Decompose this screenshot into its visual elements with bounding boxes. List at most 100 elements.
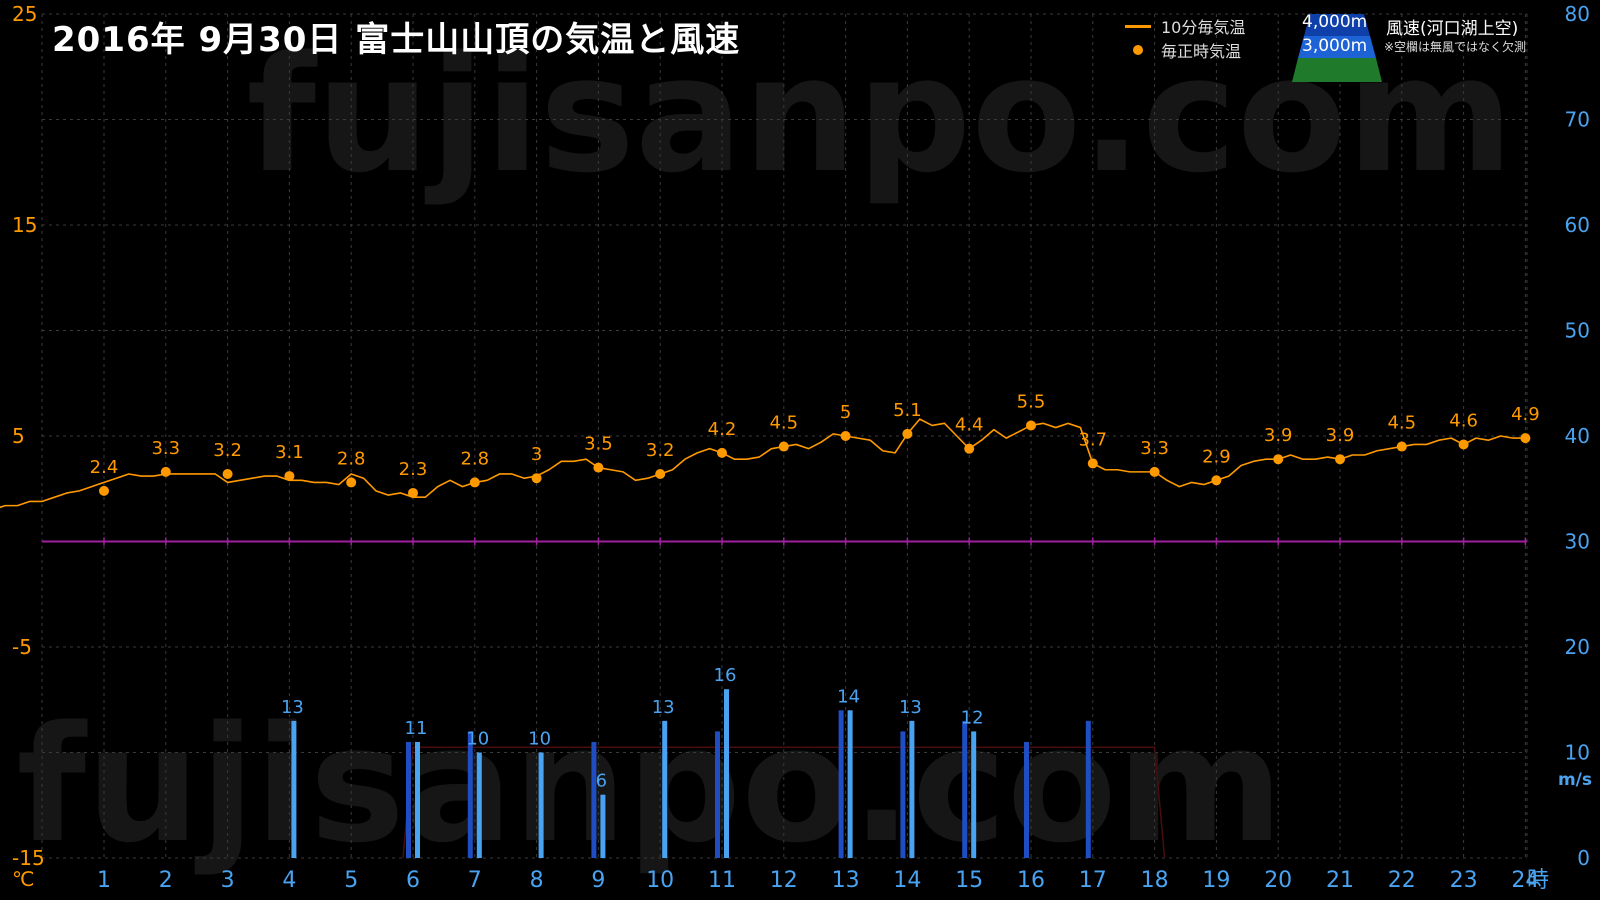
temperature-value-label: 5.5	[1017, 391, 1046, 412]
temperature-hourly-point	[1211, 475, 1222, 486]
wind-bar-3000m	[847, 710, 853, 858]
right-axis-tick-label: 20	[1565, 635, 1590, 659]
x-axis-tick-label: 21	[1326, 868, 1354, 893]
legend-dot-entry: 毎正時気温	[1125, 38, 1245, 62]
x-axis-tick-label: 1	[97, 868, 111, 893]
temperature-hourly-point	[593, 462, 604, 473]
wind-bar-4000m	[1024, 741, 1029, 858]
wind-value-label: 16	[714, 665, 737, 686]
x-axis-tick-label: 20	[1264, 868, 1292, 893]
x-axis-tick-label: 2	[159, 868, 173, 893]
temperature-value-label: 3.3	[151, 438, 180, 459]
temperature-value-label: 3.5	[584, 434, 613, 455]
right-axis-tick-label: 30	[1565, 530, 1590, 554]
temperature-hourly-point	[284, 471, 295, 482]
x-axis-tick-label: 7	[468, 868, 482, 893]
left-axis-tick-label: 15	[12, 213, 37, 237]
wind-bar-4000m	[838, 710, 844, 858]
wind-bar-4000m	[406, 741, 411, 858]
wind-bar-4000m	[715, 731, 720, 858]
x-axis-tick-label: 22	[1388, 868, 1416, 893]
temperature-value-label: 3.1	[275, 442, 304, 463]
wind-bar-3000m	[971, 731, 977, 858]
wind-bar-3000m	[415, 741, 420, 858]
temperature-value-label: 2.3	[399, 459, 428, 480]
legend-line-entry: 10分毎気温	[1125, 14, 1245, 38]
x-axis-tick-label: 18	[1141, 868, 1169, 893]
x-axis-tick-label: 8	[530, 868, 544, 893]
right-axis-tick-label: 50	[1565, 319, 1590, 343]
temperature-hourly-point	[160, 466, 171, 477]
temperature-value-label: 2.9	[1202, 446, 1231, 467]
legend-line-label: 10分毎気温	[1161, 18, 1246, 37]
temperature-10min-line	[0, 418, 1526, 509]
temperature-value-label: 4.2	[708, 419, 737, 440]
temperature-hourly-point	[1273, 454, 1284, 465]
wind-bar-4000m	[900, 731, 906, 858]
temperature-hourly-point	[902, 428, 913, 439]
temperature-hourly-point	[1026, 420, 1036, 431]
right-axis-tick-label: 10	[1565, 741, 1590, 765]
x-axis-unit: 時	[1527, 868, 1549, 893]
wind-bar-3000m	[600, 794, 606, 858]
x-axis-tick-label: 17	[1079, 868, 1107, 893]
chart-title: 2016年 9月30日 富士山山頂の気温と風速	[52, 20, 741, 60]
x-axis-tick-label: 19	[1202, 868, 1230, 893]
x-axis-tick-label: 14	[893, 868, 921, 893]
temperature-hourly-point	[1335, 454, 1345, 465]
altitude-3000-label: 3,000m	[1302, 36, 1368, 56]
wind-value-label: 11	[405, 718, 428, 739]
x-axis-tick-label: 13	[832, 868, 860, 893]
wind-bar-4000m	[591, 741, 597, 858]
right-axis-tick-label: 0	[1577, 846, 1590, 870]
temperature-hourly-point	[1520, 433, 1531, 444]
temperature-hourly-point	[964, 443, 975, 454]
wind-value-label: 14	[837, 686, 860, 707]
temperature-value-label: 3.2	[213, 440, 242, 461]
x-axis-tick-label: 3	[221, 868, 235, 893]
watermark-bottom: fujisanpo.com	[16, 691, 1283, 878]
temperature-hourly-point	[840, 431, 851, 441]
x-axis-tick-label: 10	[646, 868, 674, 893]
wind-value-label: 13	[281, 697, 304, 718]
x-axis-tick-label: 24	[1511, 868, 1539, 893]
x-axis-tick-label: 4	[282, 868, 296, 893]
temperature-value-label: 2.8	[460, 448, 489, 469]
wind-bar-4000m	[962, 720, 968, 858]
temperature-value-label: 3.2	[646, 440, 675, 461]
x-axis-tick-label: 16	[1017, 868, 1045, 893]
x-axis-tick-label: 23	[1450, 868, 1478, 893]
temperature-value-label: 4.4	[955, 415, 984, 436]
legend-dot-label: 毎正時気温	[1161, 42, 1242, 61]
temperature-value-label: 5.1	[893, 400, 922, 421]
temperature-value-label: 3.9	[1264, 425, 1293, 446]
temperature-value-label: 3.3	[1140, 438, 1169, 459]
x-axis-tick-label: 5	[344, 868, 358, 893]
wind-value-label: 6	[596, 771, 607, 792]
temperature-hourly-point	[1458, 439, 1469, 450]
right-axis-tick-label: 70	[1565, 108, 1590, 132]
temperature-hourly-point	[655, 468, 666, 479]
line-swatch-icon	[1125, 24, 1151, 28]
wind-note: ※空欄は無風ではなく欠測	[1384, 40, 1527, 54]
left-axis-tick-label: -5	[12, 635, 32, 659]
left-axis-tick-label: 25	[12, 2, 37, 26]
wind-value-label: 10	[528, 729, 551, 750]
wind-bar-3000m	[476, 752, 482, 858]
right-axis-unit: m/s	[1558, 770, 1592, 790]
wind-bar-3000m	[291, 720, 297, 858]
temperature-hourly-point	[1087, 458, 1098, 469]
temperature-value-label: 4.9	[1511, 404, 1540, 425]
temperature-series: 2.4 3.3 3.2 3.1 2.8 2.3 2.8 3 3.5 3.2 4.2 4.5 5 5.1 4.…	[0, 391, 1540, 509]
right-axis-tick-label: 60	[1565, 213, 1590, 237]
wind-bars: 13 11 10 10 6 13 16 14 13 12	[281, 665, 1091, 858]
wind-value-label: 10	[466, 729, 489, 750]
left-axis-tick-label: -15	[12, 846, 45, 870]
wind-value-label: 13	[652, 697, 675, 718]
wind-bar-3000m	[538, 752, 544, 858]
altitude-4000-label: 4,000m	[1302, 12, 1368, 32]
wind-bar-4000m	[467, 731, 473, 858]
